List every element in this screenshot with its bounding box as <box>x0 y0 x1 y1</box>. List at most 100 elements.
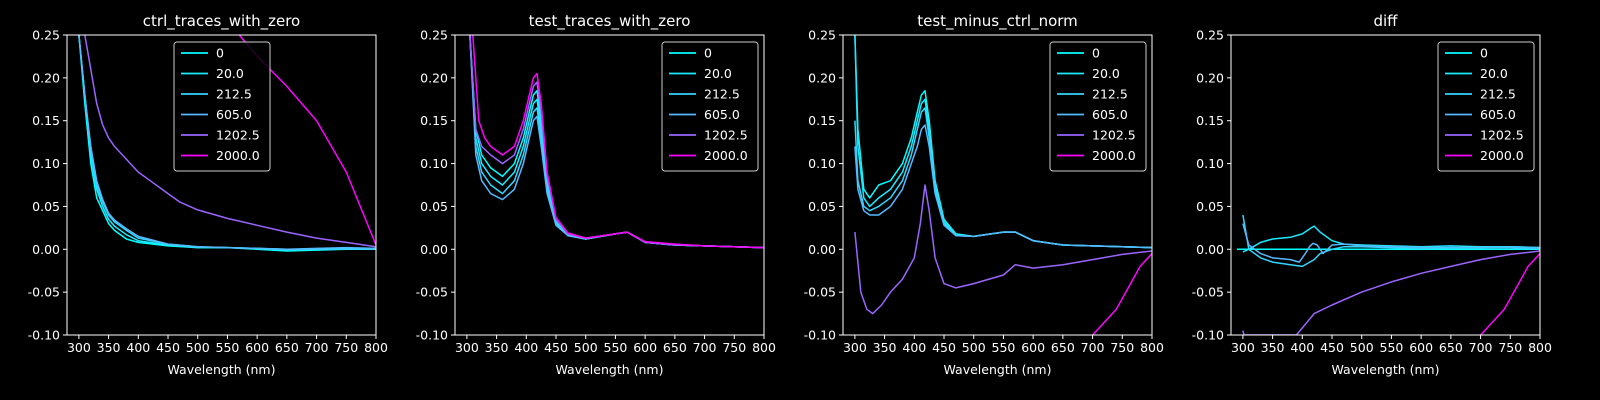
x-tick-label: 300 <box>455 340 479 355</box>
y-tick-label: 0.10 <box>32 156 60 171</box>
x-tick-label: 500 <box>962 340 986 355</box>
legend-label: 2000.0 <box>1092 148 1136 163</box>
legend-label: 212.5 <box>216 87 252 102</box>
y-tick-label: 0.20 <box>32 70 60 85</box>
legend-label: 0 <box>1092 46 1100 61</box>
chart-title: diff <box>1373 12 1398 30</box>
legend-label: 212.5 <box>1092 87 1128 102</box>
x-tick-label: 450 <box>156 340 180 355</box>
y-tick-label: 0.05 <box>420 199 448 214</box>
series-line-2000.0 <box>1480 253 1540 335</box>
x-tick-label: 750 <box>334 340 358 355</box>
legend: 0 20.0 212.5 605.0 1202.5 2000.0 <box>1049 41 1147 172</box>
series-line-605.0 <box>854 124 1152 249</box>
x-tick-label: 350 <box>1261 340 1285 355</box>
y-tick-label: 0.25 <box>808 28 836 43</box>
x-axis-label: Wavelength (nm) <box>1332 362 1440 377</box>
x-tick-label: 350 <box>97 340 121 355</box>
x-tick-label: 550 <box>604 340 628 355</box>
legend-label: 20.0 <box>1092 66 1120 81</box>
x-tick-label: 400 <box>902 340 926 355</box>
legend-label: 212.5 <box>704 87 740 102</box>
chart-title: test_minus_ctrl_norm <box>917 12 1078 31</box>
x-tick-label: 700 <box>693 340 717 355</box>
series-line-605.0 <box>78 35 376 251</box>
chart-title: test_traces_with_zero <box>529 12 691 31</box>
legend: 0 20.0 212.5 605.0 1202.5 2000.0 <box>173 41 271 172</box>
chart-panel: diff 300 350 400 450 500 550 600 650 700 750 800 -0.… <box>1192 12 1552 377</box>
series-group <box>854 35 1152 335</box>
x-tick-label: 600 <box>1409 340 1433 355</box>
x-tick-label: 800 <box>364 340 388 355</box>
y-tick-label: 0.05 <box>32 199 60 214</box>
y-tick-label: 0.15 <box>1196 113 1224 128</box>
x-tick-label: 600 <box>245 340 269 355</box>
legend-label: 605.0 <box>704 107 740 122</box>
y-tick-label: 0.20 <box>1196 70 1224 85</box>
x-tick-label: 500 <box>186 340 210 355</box>
x-tick-label: 450 <box>544 340 568 355</box>
x-tick-label: 550 <box>1380 340 1404 355</box>
x-tick-label: 450 <box>932 340 956 355</box>
x-tick-label: 400 <box>514 340 538 355</box>
y-tick-label: -0.10 <box>416 328 448 343</box>
y-tick-label: 0.15 <box>420 113 448 128</box>
y-tick-label: 0.00 <box>420 242 448 257</box>
y-tick-label: 0.00 <box>808 242 836 257</box>
y-tick-label: -0.10 <box>28 328 60 343</box>
x-tick-label: 600 <box>633 340 657 355</box>
x-tick-label: 700 <box>1081 340 1105 355</box>
x-tick-label: 650 <box>663 340 687 355</box>
y-tick-label: -0.05 <box>804 285 836 300</box>
legend-label: 1202.5 <box>1480 128 1524 143</box>
legend-label: 20.0 <box>704 66 732 81</box>
x-tick-label: 800 <box>1528 340 1552 355</box>
x-tick-label: 800 <box>752 340 776 355</box>
legend-label: 605.0 <box>216 107 252 122</box>
x-tick-label: 750 <box>722 340 746 355</box>
x-tick-label: 700 <box>1469 340 1493 355</box>
y-tick-label: 0.25 <box>32 28 60 43</box>
x-tick-label: 750 <box>1498 340 1522 355</box>
series-line-605.0 <box>1242 223 1540 263</box>
x-tick-label: 450 <box>1320 340 1344 355</box>
legend-label: 2000.0 <box>216 148 260 163</box>
x-tick-label: 600 <box>1021 340 1045 355</box>
y-tick-label: 0.20 <box>420 70 448 85</box>
y-tick-label: 0.10 <box>808 156 836 171</box>
axes-frame <box>66 34 377 336</box>
x-tick-label: 800 <box>1140 340 1164 355</box>
series-line-2000.0 <box>1092 253 1152 335</box>
series-line-20.0 <box>1242 225 1540 253</box>
x-tick-label: 350 <box>485 340 509 355</box>
x-tick-label: 750 <box>1110 340 1134 355</box>
legend-label: 212.5 <box>1480 87 1516 102</box>
x-axis-label: Wavelength (nm) <box>944 362 1052 377</box>
x-tick-label: 300 <box>843 340 867 355</box>
legend-label: 1202.5 <box>704 128 748 143</box>
y-tick-label: -0.10 <box>1192 328 1224 343</box>
legend: 0 20.0 212.5 605.0 1202.5 2000.0 <box>661 41 759 172</box>
legend: 0 20.0 212.5 605.0 1202.5 2000.0 <box>1437 41 1535 172</box>
x-tick-label: 550 <box>216 340 240 355</box>
x-tick-label: 500 <box>1350 340 1374 355</box>
x-tick-label: 650 <box>1439 340 1463 355</box>
x-tick-label: 650 <box>1051 340 1075 355</box>
legend-label: 0 <box>216 46 224 61</box>
x-tick-label: 400 <box>1290 340 1314 355</box>
x-axis-label: Wavelength (nm) <box>168 362 276 377</box>
legend-label: 605.0 <box>1480 107 1516 122</box>
chart-panel: test_minus_ctrl_norm 300 350 400 450 500 550 60… <box>804 12 1164 377</box>
series-line-1202.5 <box>84 35 376 248</box>
y-tick-label: 0.25 <box>420 28 448 43</box>
series-line-2000.0 <box>472 35 764 249</box>
y-tick-label: 0.25 <box>1196 28 1224 43</box>
y-tick-label: 0.05 <box>808 199 836 214</box>
y-tick-label: 0.15 <box>32 113 60 128</box>
y-tick-label: 0.00 <box>32 242 60 257</box>
series-line-0 <box>78 35 376 252</box>
legend-label: 1202.5 <box>1092 128 1136 143</box>
x-tick-label: 650 <box>275 340 299 355</box>
y-tick-label: 0.05 <box>1196 199 1224 214</box>
